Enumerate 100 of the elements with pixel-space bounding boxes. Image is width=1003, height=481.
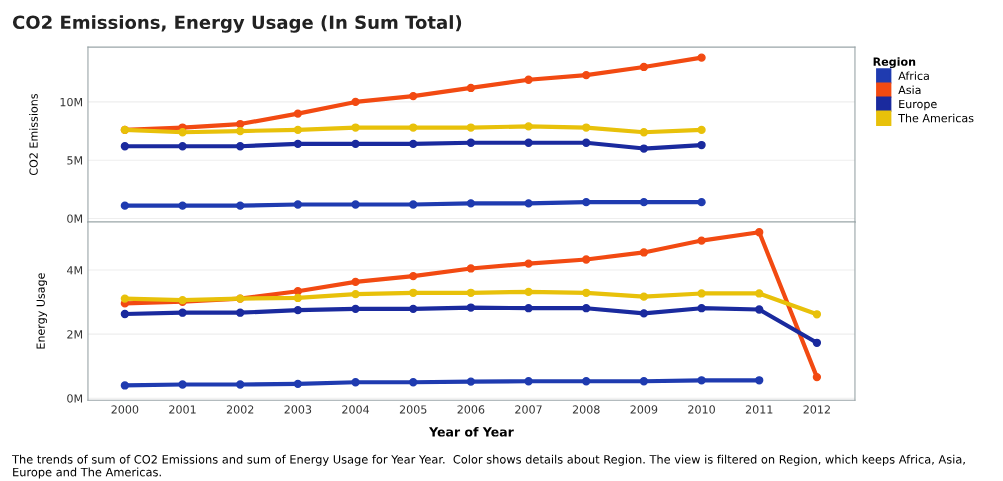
point xyxy=(755,228,764,237)
point xyxy=(582,70,591,80)
point xyxy=(178,201,187,210)
point xyxy=(351,277,360,287)
point xyxy=(582,255,591,264)
point xyxy=(582,197,591,207)
point xyxy=(639,377,649,386)
y-tick-label: 10M xyxy=(60,97,83,107)
point xyxy=(178,380,187,389)
point xyxy=(351,200,360,209)
x-tick-label: 2002 xyxy=(226,405,254,414)
legend-title: Region xyxy=(873,57,916,69)
y-tick-label: 2M xyxy=(67,330,83,339)
point xyxy=(812,310,822,319)
point xyxy=(178,128,187,137)
chart-title: CO2 Emissions, Energy Usage (In Sum Total) xyxy=(12,15,462,33)
point xyxy=(524,287,533,297)
y-tick-label: 5M xyxy=(67,156,83,165)
point xyxy=(466,264,476,273)
x-tick-label: 2008 xyxy=(572,405,600,414)
point xyxy=(178,142,187,151)
point xyxy=(236,201,245,210)
point xyxy=(351,123,360,132)
x-tick-label: 2003 xyxy=(284,405,312,414)
point xyxy=(582,304,591,313)
point xyxy=(293,305,303,315)
y-tick-label: 0M xyxy=(67,394,83,403)
point xyxy=(466,303,476,312)
point xyxy=(697,304,706,313)
point xyxy=(293,125,303,135)
point xyxy=(639,128,649,137)
point xyxy=(409,304,418,314)
point xyxy=(409,200,418,209)
x-tick-label: 2000 xyxy=(111,405,139,414)
point xyxy=(697,236,706,245)
x-axis-title: Year of Year xyxy=(428,426,514,437)
point xyxy=(236,308,245,317)
legend-label: Europe xyxy=(899,99,937,111)
point xyxy=(351,378,360,387)
point xyxy=(524,122,533,131)
point xyxy=(236,119,245,129)
point xyxy=(351,304,360,314)
point xyxy=(466,83,476,93)
point xyxy=(409,123,418,132)
point xyxy=(755,376,764,385)
legend-label: Africa xyxy=(898,71,929,81)
y-tick-label: 4M xyxy=(66,266,83,275)
point xyxy=(697,140,706,150)
point xyxy=(293,139,303,149)
point xyxy=(524,304,533,313)
point xyxy=(409,271,418,281)
point xyxy=(351,97,360,107)
point xyxy=(409,91,418,101)
point xyxy=(582,288,591,297)
point xyxy=(639,144,649,153)
point xyxy=(466,138,476,147)
point xyxy=(697,125,706,135)
point xyxy=(466,288,476,297)
point xyxy=(293,200,303,209)
x-tick-label: 2006 xyxy=(457,405,485,414)
point xyxy=(755,289,764,298)
x-tick-label: 2004 xyxy=(342,405,370,414)
y-tick-label: 0M xyxy=(67,214,83,223)
point xyxy=(466,199,476,208)
point xyxy=(582,123,591,132)
legend-label: The Americas xyxy=(898,113,974,123)
point xyxy=(524,199,533,208)
point xyxy=(178,308,187,317)
point xyxy=(120,142,130,151)
point xyxy=(639,197,649,207)
point xyxy=(812,372,822,382)
point xyxy=(236,142,245,151)
point xyxy=(351,289,360,299)
point xyxy=(639,292,649,301)
legend-label: Asia xyxy=(898,85,921,95)
point xyxy=(697,376,706,385)
point xyxy=(120,294,130,303)
point xyxy=(293,109,303,118)
point xyxy=(755,305,764,314)
text: The trends of sum of CO2 Emissions and sum of Energy Usage for Year Year. Color shows details about Region. The view is filtered on Region, which keeps Africa, Asia, Europe and The Americas. xyxy=(12,454,965,479)
point xyxy=(293,379,303,389)
point xyxy=(236,380,245,389)
x-tick-label: 2012 xyxy=(803,405,830,414)
point xyxy=(639,309,649,318)
point xyxy=(524,138,533,147)
point xyxy=(466,377,476,386)
point xyxy=(351,139,360,149)
point xyxy=(120,309,130,319)
point xyxy=(293,293,303,303)
point xyxy=(524,75,533,84)
x-tick-label: 2010 xyxy=(688,405,715,414)
y-axis-title: CO2 Emissions xyxy=(29,93,38,176)
x-tick-label: 2007 xyxy=(515,405,542,414)
point xyxy=(524,377,533,386)
point xyxy=(409,378,418,387)
point xyxy=(582,138,591,147)
point xyxy=(120,201,130,210)
point xyxy=(409,288,418,297)
point xyxy=(697,53,706,62)
x-tick-label: 2001 xyxy=(169,405,196,414)
